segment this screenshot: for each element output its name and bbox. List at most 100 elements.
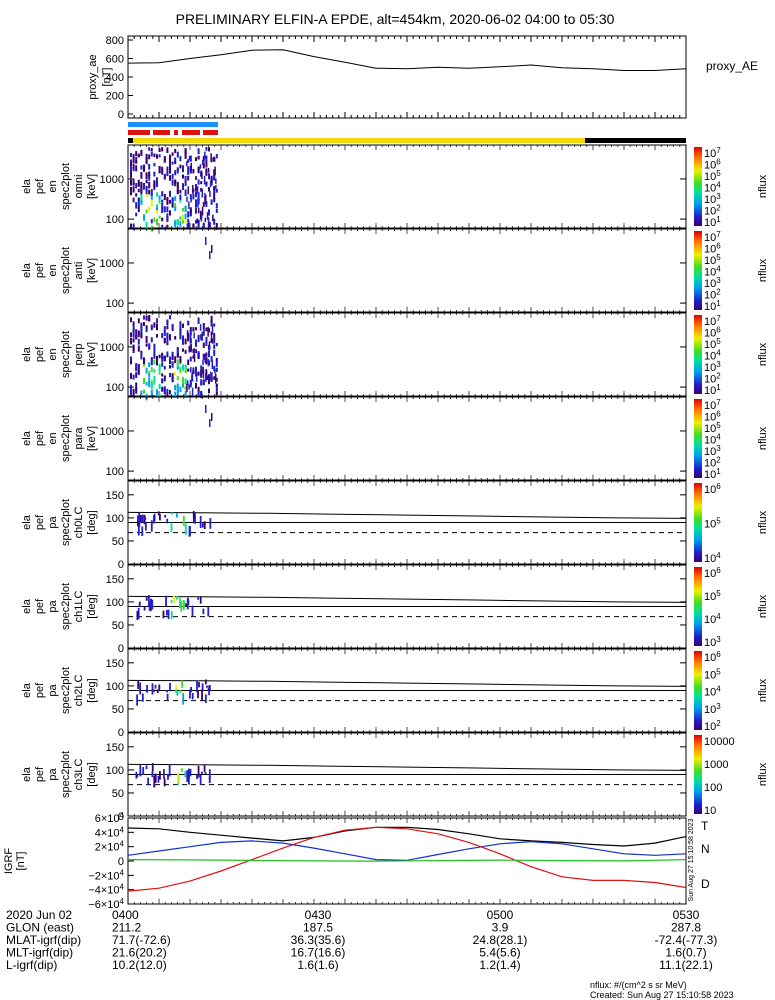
spectrogram-cell (161, 356, 164, 363)
igrf-y-tick-label: −4×104 (88, 883, 124, 897)
spectrogram-cell (210, 331, 213, 335)
spectrogram-cell (169, 190, 171, 197)
ae-y-axis-label: proxy_ae (87, 54, 99, 99)
y-axis-label: spec2plot (60, 331, 72, 378)
y-tick-label: 150 (106, 742, 124, 754)
spectrogram-cell (189, 194, 192, 200)
spectrogram-cell (204, 353, 206, 363)
spectrogram-cell (189, 526, 191, 537)
spectrogram-cell (208, 353, 210, 358)
footer-cell: -72.4(-77.3) (655, 933, 718, 947)
ae-y-tick-label: 600 (106, 54, 124, 66)
spectrogram-cell (153, 171, 156, 177)
spectrogram-cell (198, 682, 200, 688)
spectrogram-cell (188, 201, 190, 209)
spectrogram-cell (148, 381, 151, 388)
spectrogram-cell (147, 777, 150, 786)
y-axis-label: ch2LC (73, 675, 85, 707)
spectrogram-cell (156, 218, 158, 226)
spectrogram-cell (156, 355, 158, 363)
spectrogram-cell (174, 220, 177, 227)
spectrogram-cell (197, 207, 200, 214)
spectrogram-cell (163, 778, 166, 787)
spectrogram-cell (179, 321, 182, 327)
spectrogram-cell (208, 345, 211, 351)
y-tick-label: 150 (106, 658, 124, 670)
spectrogram-cell (136, 774, 139, 778)
spectrogram-cell (137, 515, 139, 526)
spectrogram-cell (205, 155, 208, 163)
igrf-y-axis-label: IGRF (3, 848, 15, 875)
footer-cell: 287.8 (671, 921, 701, 935)
spectrogram-cell (166, 392, 169, 398)
y-tick-label: 1000 (100, 174, 124, 186)
spectrogram-cell (191, 387, 194, 397)
creation-stamp-vertical: Sun Aug 27 15:10:58 2023 (688, 818, 695, 901)
y-axis-label: ela (21, 598, 33, 614)
spectrogram-cell (208, 374, 210, 381)
spectrogram-cell (187, 168, 190, 175)
spectrogram-cell (196, 186, 199, 194)
ae-y-tick-label: 800 (106, 35, 124, 47)
spectrogram-cell (210, 322, 213, 327)
spectrogram-cell (143, 322, 145, 326)
spectrogram-cell (197, 155, 200, 160)
spectrogram-cell (213, 323, 216, 327)
spectrogram-cell (153, 359, 156, 365)
ae-legend-label: proxy_AE (706, 59, 758, 73)
spectrogram-cell (153, 348, 156, 356)
spectrogram-cell (156, 210, 158, 215)
spectrogram-cell (182, 693, 185, 705)
spectrogram-marks (205, 237, 213, 259)
spectrogram-cell (189, 212, 192, 217)
spectrogram-cell (161, 373, 164, 377)
spectrogram-cell (199, 210, 202, 220)
spectrogram-cell (148, 171, 151, 177)
spectrogram-cell (161, 362, 164, 367)
spectrogram-cell (164, 515, 167, 518)
panel-frame (127, 396, 687, 481)
spectrogram-cell (205, 336, 208, 345)
spectrogram-cell (163, 156, 166, 161)
spectrogram-cell (174, 170, 177, 176)
colorbar-tick-label: 105 (704, 589, 721, 603)
spectrogram-cell (184, 391, 187, 398)
spectrogram-cell (156, 689, 159, 694)
y-axis-label: en (47, 432, 59, 444)
colorbar-tick-label: 101 (704, 467, 721, 481)
y-axis-label: pa (47, 684, 59, 697)
spectrogram-cell (195, 349, 197, 354)
spectrogram-cell (166, 518, 169, 524)
y-axis-label: ela (21, 430, 33, 446)
spectrogram-cell (169, 315, 171, 320)
spectrogram-cell (163, 330, 166, 337)
spectrogram-cell (140, 390, 143, 395)
spectrogram-cell (212, 214, 214, 222)
spectrogram-cell (186, 380, 189, 386)
spectrogram-cell (135, 183, 138, 189)
spectrogram-cell (157, 775, 160, 783)
footer-cell: MLT-igrf(dip) (6, 946, 73, 960)
spectrogram-cell (153, 369, 156, 373)
y-axis-label: [keV] (86, 342, 98, 367)
spectrogram-cell (187, 332, 189, 341)
spectrogram-cell (193, 332, 195, 339)
colorbar-tick-label: 100 (704, 782, 722, 794)
spectrogram-cell (143, 389, 145, 393)
blue-status-bar (128, 122, 218, 127)
spectrogram-cell (199, 774, 202, 785)
spectrogram-cell (204, 151, 206, 159)
y-axis-label: pa (47, 600, 59, 613)
spectrogram-cell (171, 179, 174, 186)
spectrogram-cell (148, 164, 151, 170)
ae-y-tick-label: 200 (106, 91, 124, 103)
spectrogram-cell (161, 206, 164, 214)
spectrogram-cell (140, 329, 143, 336)
spectrogram-cell (188, 346, 190, 353)
igrf-legend-T: T (701, 819, 709, 833)
spectrogram-cell (182, 379, 184, 387)
spectrogram-cell (162, 610, 165, 619)
spectrogram-cell (143, 606, 146, 611)
spectrogram-cell (187, 186, 190, 195)
colorbar-label: nflux (757, 342, 769, 366)
